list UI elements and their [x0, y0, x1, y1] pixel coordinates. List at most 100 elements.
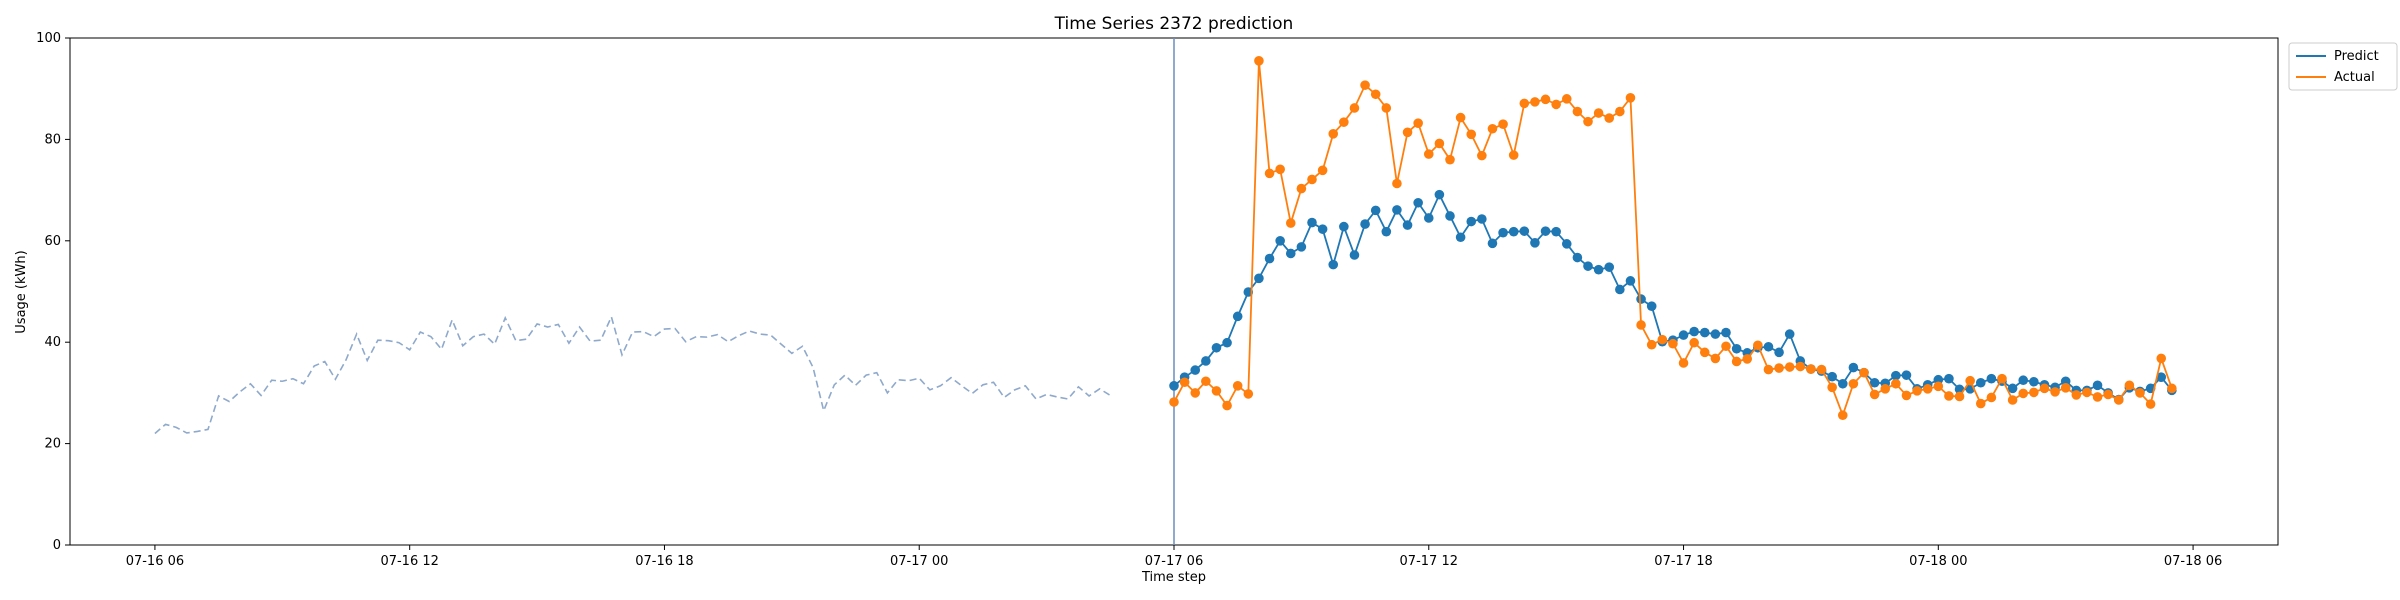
predict-point	[1328, 259, 1339, 270]
y-tick-label: 0	[53, 538, 61, 553]
actual-point	[1455, 112, 1466, 123]
predict-point	[1763, 341, 1774, 352]
predict-point	[2007, 383, 2018, 394]
predict-point	[1487, 238, 1498, 249]
actual-point	[1625, 93, 1636, 103]
predict-point	[2156, 372, 2167, 382]
actual-point	[1646, 339, 1657, 350]
actual-point	[1678, 358, 1689, 368]
actual-point	[2135, 388, 2145, 398]
actual-point	[1339, 117, 1349, 127]
predict-point	[1169, 381, 1179, 391]
predict-point	[1827, 371, 1837, 382]
predict-point	[1551, 226, 1561, 237]
actual-point	[2071, 390, 2082, 400]
actual-point	[1402, 127, 1413, 138]
x-axis: 07-16 06 07-16 12 07-16 18 07-17 00 07-17 06…	[126, 545, 2222, 569]
actual-point	[1487, 123, 1498, 134]
actual-point	[1880, 384, 1891, 394]
actual-point	[1434, 138, 1445, 149]
predict-point	[1710, 329, 1721, 339]
predict-point	[1721, 327, 1731, 338]
predict-point	[1944, 373, 1954, 384]
predict-point	[1540, 226, 1551, 236]
actual-point	[1891, 378, 1901, 389]
actual-point	[1912, 386, 1922, 396]
actual-point	[1445, 154, 1455, 165]
predict-point	[2060, 376, 2071, 387]
actual-line	[1173, 60, 2173, 418]
x-tick-label: 07-16 12	[380, 554, 438, 569]
predict-point	[1190, 365, 1201, 375]
predict-point	[1625, 276, 1636, 286]
actual-point	[1933, 381, 1944, 392]
actual-point	[1742, 354, 1753, 364]
x-tick-label: 07-17 18	[1654, 554, 1712, 569]
predict-point	[1530, 238, 1540, 248]
actual-point	[2103, 389, 2113, 400]
actual-point	[1328, 129, 1339, 139]
actual-point	[1975, 398, 1986, 409]
actual-point	[1370, 89, 1381, 100]
actual-point	[1848, 378, 1859, 389]
actual-point	[1731, 356, 1742, 367]
actual-point	[1710, 353, 1721, 364]
actual-point	[1540, 94, 1551, 105]
actual-point	[1636, 320, 1646, 330]
actual-point	[2156, 353, 2167, 364]
actual-point	[1657, 334, 1668, 345]
actual-point	[1572, 106, 1583, 117]
predict-point	[1201, 356, 1211, 366]
actual-point	[1699, 347, 1710, 358]
predict-point	[1986, 373, 1997, 384]
y-tick-label: 20	[44, 437, 61, 452]
legend-label-predict: Predict	[2334, 49, 2379, 64]
actual-point	[1965, 375, 1975, 386]
actual-point	[1296, 183, 1307, 194]
predict-point	[1232, 311, 1243, 322]
x-tick-label: 07-18 00	[1909, 554, 1967, 569]
actual-point	[1774, 363, 1784, 373]
predict-point	[1869, 377, 1880, 388]
actual-point	[1986, 392, 1997, 403]
actual-point	[1583, 116, 1593, 127]
predict-point	[1731, 343, 1742, 354]
predict-point	[2018, 375, 2029, 386]
predict-point	[1646, 301, 1657, 312]
actual-point	[1837, 410, 1848, 421]
actual-point	[1508, 150, 1519, 160]
predict-point	[1636, 294, 1646, 304]
actual-point	[2124, 380, 2135, 391]
predict-point	[1604, 262, 1615, 272]
predict-point	[1423, 213, 1434, 223]
y-tick-label: 40	[44, 335, 61, 350]
x-tick-label: 07-17 06	[1145, 554, 1203, 569]
predict-point	[1593, 264, 1604, 275]
actual-point	[1944, 391, 1954, 401]
predict-point	[1254, 273, 1264, 284]
predict-point	[1498, 227, 1508, 238]
predict-point	[1445, 211, 1455, 221]
chart-title: Time Series 2372 prediction	[1054, 14, 1294, 34]
actual-point	[1721, 341, 1731, 352]
actual-point	[2060, 383, 2071, 393]
predict-point	[1689, 326, 1699, 337]
actual-point	[1763, 364, 1774, 375]
actual-point	[1477, 150, 1487, 161]
actual-point	[1423, 149, 1434, 159]
actual-point	[2007, 395, 2018, 405]
actual-point	[1285, 218, 1296, 228]
actual-point	[2113, 395, 2124, 405]
actual-point	[1222, 400, 1232, 411]
predict-point	[1615, 284, 1625, 295]
predict-point	[1296, 242, 1307, 252]
actual-point	[2018, 388, 2029, 399]
predict-point	[1222, 337, 1232, 348]
predict-point	[1837, 378, 1848, 389]
y-tick-label: 100	[36, 31, 61, 46]
actual-point	[1413, 118, 1423, 128]
predict-point	[1774, 347, 1784, 358]
actual-point	[1349, 103, 1360, 113]
actual-point	[1551, 99, 1561, 110]
predict-point	[1381, 226, 1392, 237]
